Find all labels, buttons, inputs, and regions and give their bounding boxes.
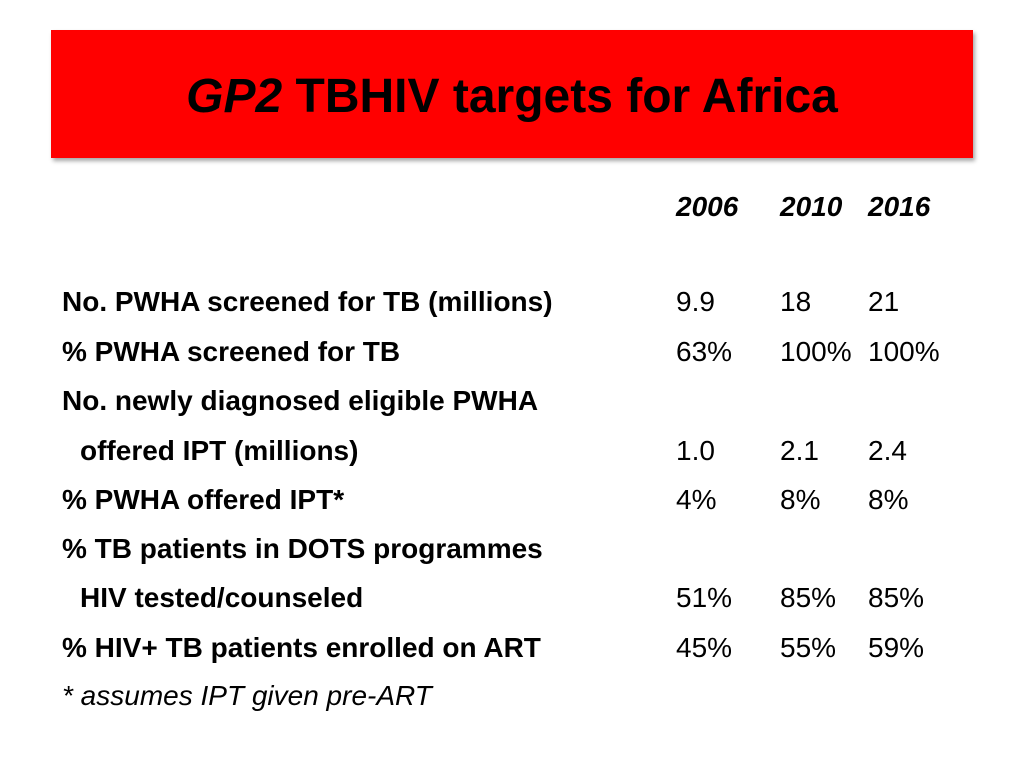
value-2016: 59% <box>868 632 925 663</box>
value-2010: 8% <box>780 484 821 515</box>
value-2006: 9.9 <box>676 286 715 317</box>
title-italic-part: GP2 <box>186 70 283 123</box>
slide-title: GP2 TBHIV targets for Africa <box>186 73 838 121</box>
title-banner: GP2 TBHIV targets for Africa <box>51 30 973 158</box>
title-rest: TBHIV targets for Africa <box>282 70 838 123</box>
value-2006: 51% <box>676 582 733 613</box>
row-label: % PWHA offered IPT* <box>62 484 345 515</box>
value-2010: 85% <box>780 582 837 613</box>
year-header-2016: 2016 <box>868 191 931 222</box>
table-row: No. PWHA screened for TB (millions) 9.9 … <box>0 286 1024 326</box>
year-header-2010: 2010 <box>780 191 843 222</box>
value-2006: 1.0 <box>676 435 715 466</box>
table-row: % PWHA offered IPT* 4% 8% 8% <box>0 484 1024 524</box>
table-row: % TB patients in DOTS programmes <box>0 533 1024 573</box>
value-2016: 100% <box>868 336 940 367</box>
value-2006: 4% <box>676 484 717 515</box>
footnote: * assumes IPT given pre-ART <box>62 680 432 711</box>
value-2016: 85% <box>868 582 925 613</box>
row-label: offered IPT (millions) <box>80 435 359 466</box>
table-row: HIV tested/counseled 51% 85% 85% <box>0 582 1024 622</box>
row-label: No. newly diagnosed eligible PWHA <box>62 385 539 416</box>
value-2006: 63% <box>676 336 733 367</box>
table-row: % HIV+ TB patients enrolled on ART 45% 5… <box>0 632 1024 672</box>
value-2010: 55% <box>780 632 837 663</box>
row-label: % PWHA screened for TB <box>62 336 401 367</box>
table-row: No. newly diagnosed eligible PWHA <box>0 385 1024 425</box>
table-row: % PWHA screened for TB 63% 100% 100% <box>0 336 1024 376</box>
row-label: HIV tested/counseled <box>80 582 364 613</box>
value-2010: 2.1 <box>780 435 819 466</box>
value-2016: 8% <box>868 484 909 515</box>
row-label: No. PWHA screened for TB (millions) <box>62 286 553 317</box>
row-label: % TB patients in DOTS programmes <box>62 533 543 564</box>
year-header-2006: 2006 <box>676 191 739 222</box>
value-2010: 100% <box>780 336 852 367</box>
row-label: % HIV+ TB patients enrolled on ART <box>62 632 541 663</box>
value-2010: 18 <box>780 286 812 317</box>
value-2016: 2.4 <box>868 435 907 466</box>
value-2016: 21 <box>868 286 900 317</box>
table-row: offered IPT (millions) 1.0 2.1 2.4 <box>0 435 1024 475</box>
value-2006: 45% <box>676 632 733 663</box>
